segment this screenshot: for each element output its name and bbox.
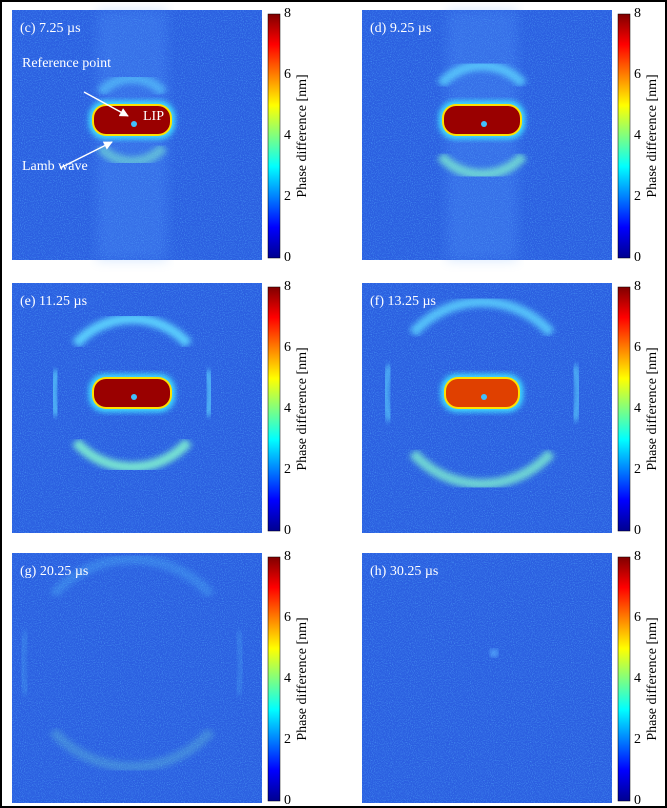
colorbar-tick: 2: [284, 189, 291, 204]
colorbar: [618, 287, 630, 531]
colorbar-tick: 4: [284, 128, 291, 143]
colorbar-tick: 2: [634, 462, 641, 477]
colorbar-label: Phase difference [nm]: [295, 617, 310, 740]
panel: (h) 30.25 µs 0 2 4 6 8 Phase difference [nm]: [362, 549, 660, 808]
colorbar-tick: 8: [634, 279, 641, 294]
colorbar-tick: 2: [284, 462, 291, 477]
colorbar-tick: 8: [284, 279, 291, 294]
panel: (c) 7.25 µs Reference point LIP Lamb wave 0 2…: [12, 6, 310, 265]
colorbar-tick: 0: [634, 250, 641, 265]
reference-point: [131, 394, 137, 400]
panel-label: (e) 11.25 µs: [20, 294, 87, 309]
panel: (e) 11.25 µs 0 2 4 6 8 Phase difference [nm]: [12, 279, 310, 538]
plasma: [94, 379, 170, 407]
colorbar-tick: 4: [634, 128, 641, 143]
annotation: Lamb wave: [22, 159, 88, 174]
panel: (g) 20.25 µs 0 2 4 6 8 Phase difference [nm]: [12, 549, 310, 808]
colorbar-tick: 4: [634, 671, 641, 686]
colorbar-label: Phase difference [nm]: [645, 74, 660, 197]
panel-label: (d) 9.25 µs: [370, 21, 431, 36]
colorbar-tick: 6: [634, 67, 641, 82]
panel: (f) 13.25 µs 0 2 4 6 8 Phase difference [nm]: [362, 279, 660, 538]
wave-arc: [574, 365, 578, 420]
panel-label: (g) 20.25 µs: [20, 564, 88, 579]
colorbar: [268, 287, 280, 531]
colorbar-tick: 0: [634, 523, 641, 538]
panel: (d) 9.25 µs 0 2 4 6 8 Phase difference [nm]: [362, 6, 660, 265]
colorbar-tick: 6: [284, 67, 291, 82]
colorbar-tick: 6: [284, 340, 291, 355]
reference-point: [481, 394, 487, 400]
colorbar-label: Phase difference [nm]: [295, 347, 310, 470]
panel-label: (f) 13.25 µs: [370, 294, 436, 309]
colorbar: [268, 14, 280, 258]
colorbar-tick: 8: [634, 6, 641, 21]
colorbar-tick: 0: [284, 793, 291, 808]
colorbar: [618, 14, 630, 258]
colorbar: [268, 557, 280, 801]
colorbar-tick: 6: [634, 340, 641, 355]
panel-label: (c) 7.25 µs: [20, 21, 81, 36]
spot: [490, 649, 498, 657]
colorbar-label: Phase difference [nm]: [645, 617, 660, 740]
colorbar-tick: 4: [284, 671, 291, 686]
colorbar-tick: 8: [634, 549, 641, 564]
colorbar-tick: 4: [284, 401, 291, 416]
colorbar-tick: 2: [634, 732, 641, 747]
colorbar-label: Phase difference [nm]: [295, 74, 310, 197]
colorbar-tick: 2: [634, 189, 641, 204]
reference-point: [131, 121, 137, 127]
annotation: LIP: [143, 109, 164, 124]
colorbar: [618, 557, 630, 801]
colorbar-tick: 0: [634, 793, 641, 808]
colorbar-tick: 8: [284, 6, 291, 21]
colorbar-tick: 0: [284, 250, 291, 265]
colorbar-tick: 2: [284, 732, 291, 747]
figure: (c) 7.25 µs Reference point LIP Lamb wave 0 2…: [0, 0, 667, 808]
annotation: Reference point: [22, 56, 111, 71]
colorbar-label: Phase difference [nm]: [645, 347, 660, 470]
plasma: [444, 106, 520, 134]
panel-label: (h) 30.25 µs: [370, 564, 438, 579]
colorbar-tick: 6: [284, 610, 291, 625]
reference-point: [481, 121, 487, 127]
colorbar-tick: 8: [284, 549, 291, 564]
colorbar-tick: 0: [284, 523, 291, 538]
wave-arc: [386, 365, 390, 420]
colorbar-tick: 6: [634, 610, 641, 625]
colorbar-tick: 4: [634, 401, 641, 416]
wave-arc: [207, 371, 210, 416]
plasma: [446, 379, 518, 407]
noise: [362, 553, 612, 803]
wave-arc: [54, 371, 57, 416]
